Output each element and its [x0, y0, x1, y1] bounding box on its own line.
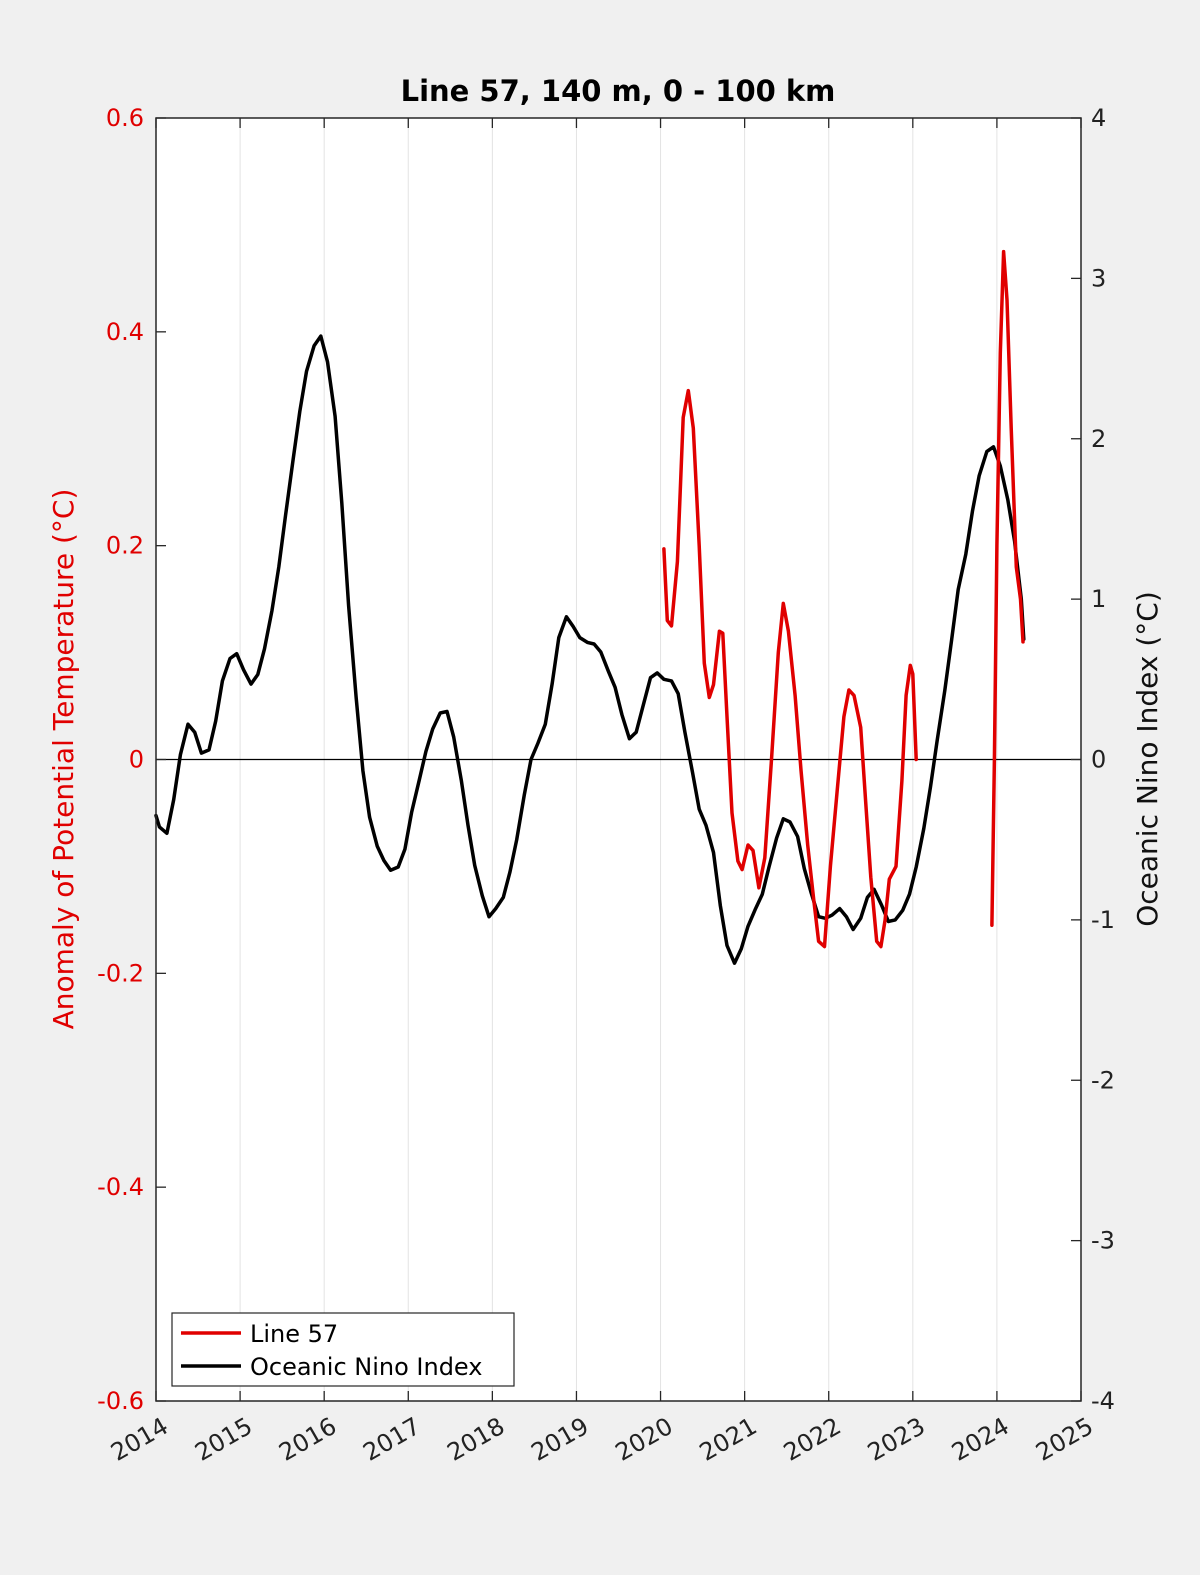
x-tick-label: 2024 [947, 1412, 1014, 1467]
y-right-tick-label: 4 [1091, 104, 1106, 132]
y-left-tick-label: -0.4 [97, 1173, 144, 1201]
x-tick-label: 2023 [863, 1412, 930, 1467]
x-tick-label: 2019 [527, 1412, 594, 1467]
x-tick-label: 2020 [611, 1412, 678, 1467]
legend: Line 57 Oceanic Nino Index [171, 1312, 515, 1387]
y-axis-right-label: Oceanic Nino Index (°C) [1131, 591, 1164, 927]
x-tick-label: 2016 [274, 1412, 341, 1467]
y-left-tick-label: -0.6 [97, 1387, 144, 1415]
y-axis-right: -4 -3 -2 -1 0 1 2 3 4 [1071, 104, 1115, 1415]
y-axis-left-label: Anomaly of Potential Temperature (°C) [47, 489, 80, 1030]
x-tick-label: 2021 [695, 1412, 762, 1467]
x-tick-label: 2017 [358, 1412, 425, 1467]
x-tick-label: 2025 [1031, 1412, 1098, 1467]
series-line-oceanic-nino-index-segment-1 [154, 334, 1026, 965]
y-right-tick-label: -2 [1091, 1066, 1115, 1094]
y-right-tick-label: -3 [1091, 1227, 1115, 1255]
x-tick-label: 2014 [106, 1412, 173, 1467]
y-right-tick-label: 1 [1091, 585, 1106, 613]
x-tick-label: 2022 [779, 1412, 846, 1467]
y-right-tick-label: -1 [1091, 906, 1115, 934]
y-left-tick-label: 0.2 [106, 532, 144, 560]
x-tick-label: 2018 [442, 1412, 509, 1467]
y-axis-left: -0.6 -0.4 -0.2 0 0.2 0.4 0.6 [97, 104, 166, 1415]
y-right-tick-label: 2 [1091, 425, 1106, 453]
legend-box [171, 1312, 515, 1387]
series-line-line-57-segment-1 [662, 388, 918, 949]
legend-label-line-57: Line 57 [250, 1320, 338, 1348]
y-left-tick-label: 0.6 [106, 104, 144, 132]
y-right-tick-label: 3 [1091, 264, 1106, 292]
chart-title: Line 57, 140 m, 0 - 100 km [401, 74, 836, 108]
y-right-tick-label: 0 [1091, 746, 1106, 774]
series-line-line-57-segment-2 [990, 249, 1025, 927]
legend-label-oni: Oceanic Nino Index [250, 1353, 482, 1381]
y-right-tick-label: -4 [1091, 1387, 1115, 1415]
series-layer [154, 249, 1026, 965]
y-left-tick-label: 0 [129, 746, 144, 774]
y-left-tick-label: 0.4 [106, 318, 144, 346]
x-tick-label: 2015 [190, 1412, 257, 1467]
y-left-tick-label: -0.2 [97, 959, 144, 987]
